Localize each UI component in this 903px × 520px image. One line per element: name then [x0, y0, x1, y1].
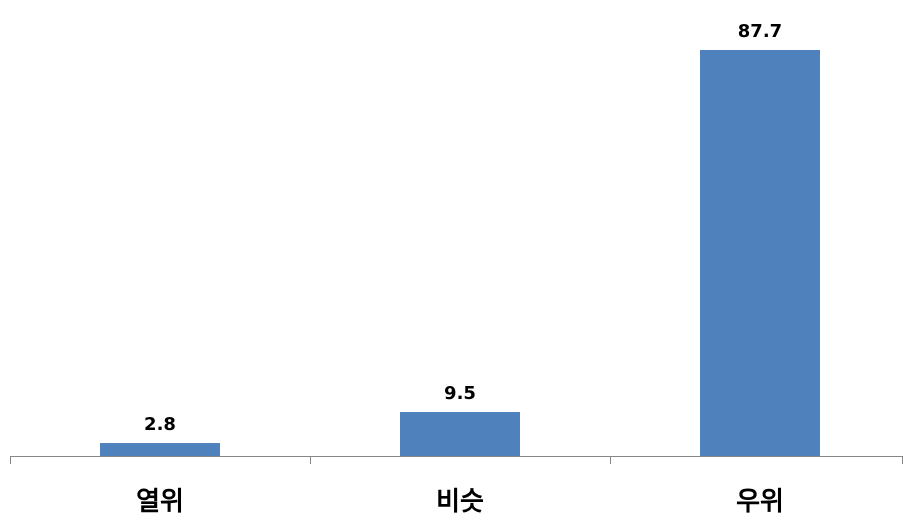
bar-2 [400, 412, 520, 456]
bar-3 [700, 50, 820, 456]
bars-group [100, 50, 820, 456]
data-label: 9.5 [444, 383, 476, 404]
data-label: 2.8 [144, 414, 176, 435]
x-axis-ticks [10, 456, 903, 464]
category-label: 비슷 [436, 487, 484, 517]
category-label: 열위 [136, 487, 184, 517]
category-label: 우위 [736, 487, 784, 517]
category-labels-group: 열위 비슷 우위 [136, 487, 784, 517]
bar-1 [100, 443, 220, 456]
data-labels-group: 2.8 9.5 87.7 [144, 21, 782, 435]
data-label: 87.7 [738, 21, 782, 42]
